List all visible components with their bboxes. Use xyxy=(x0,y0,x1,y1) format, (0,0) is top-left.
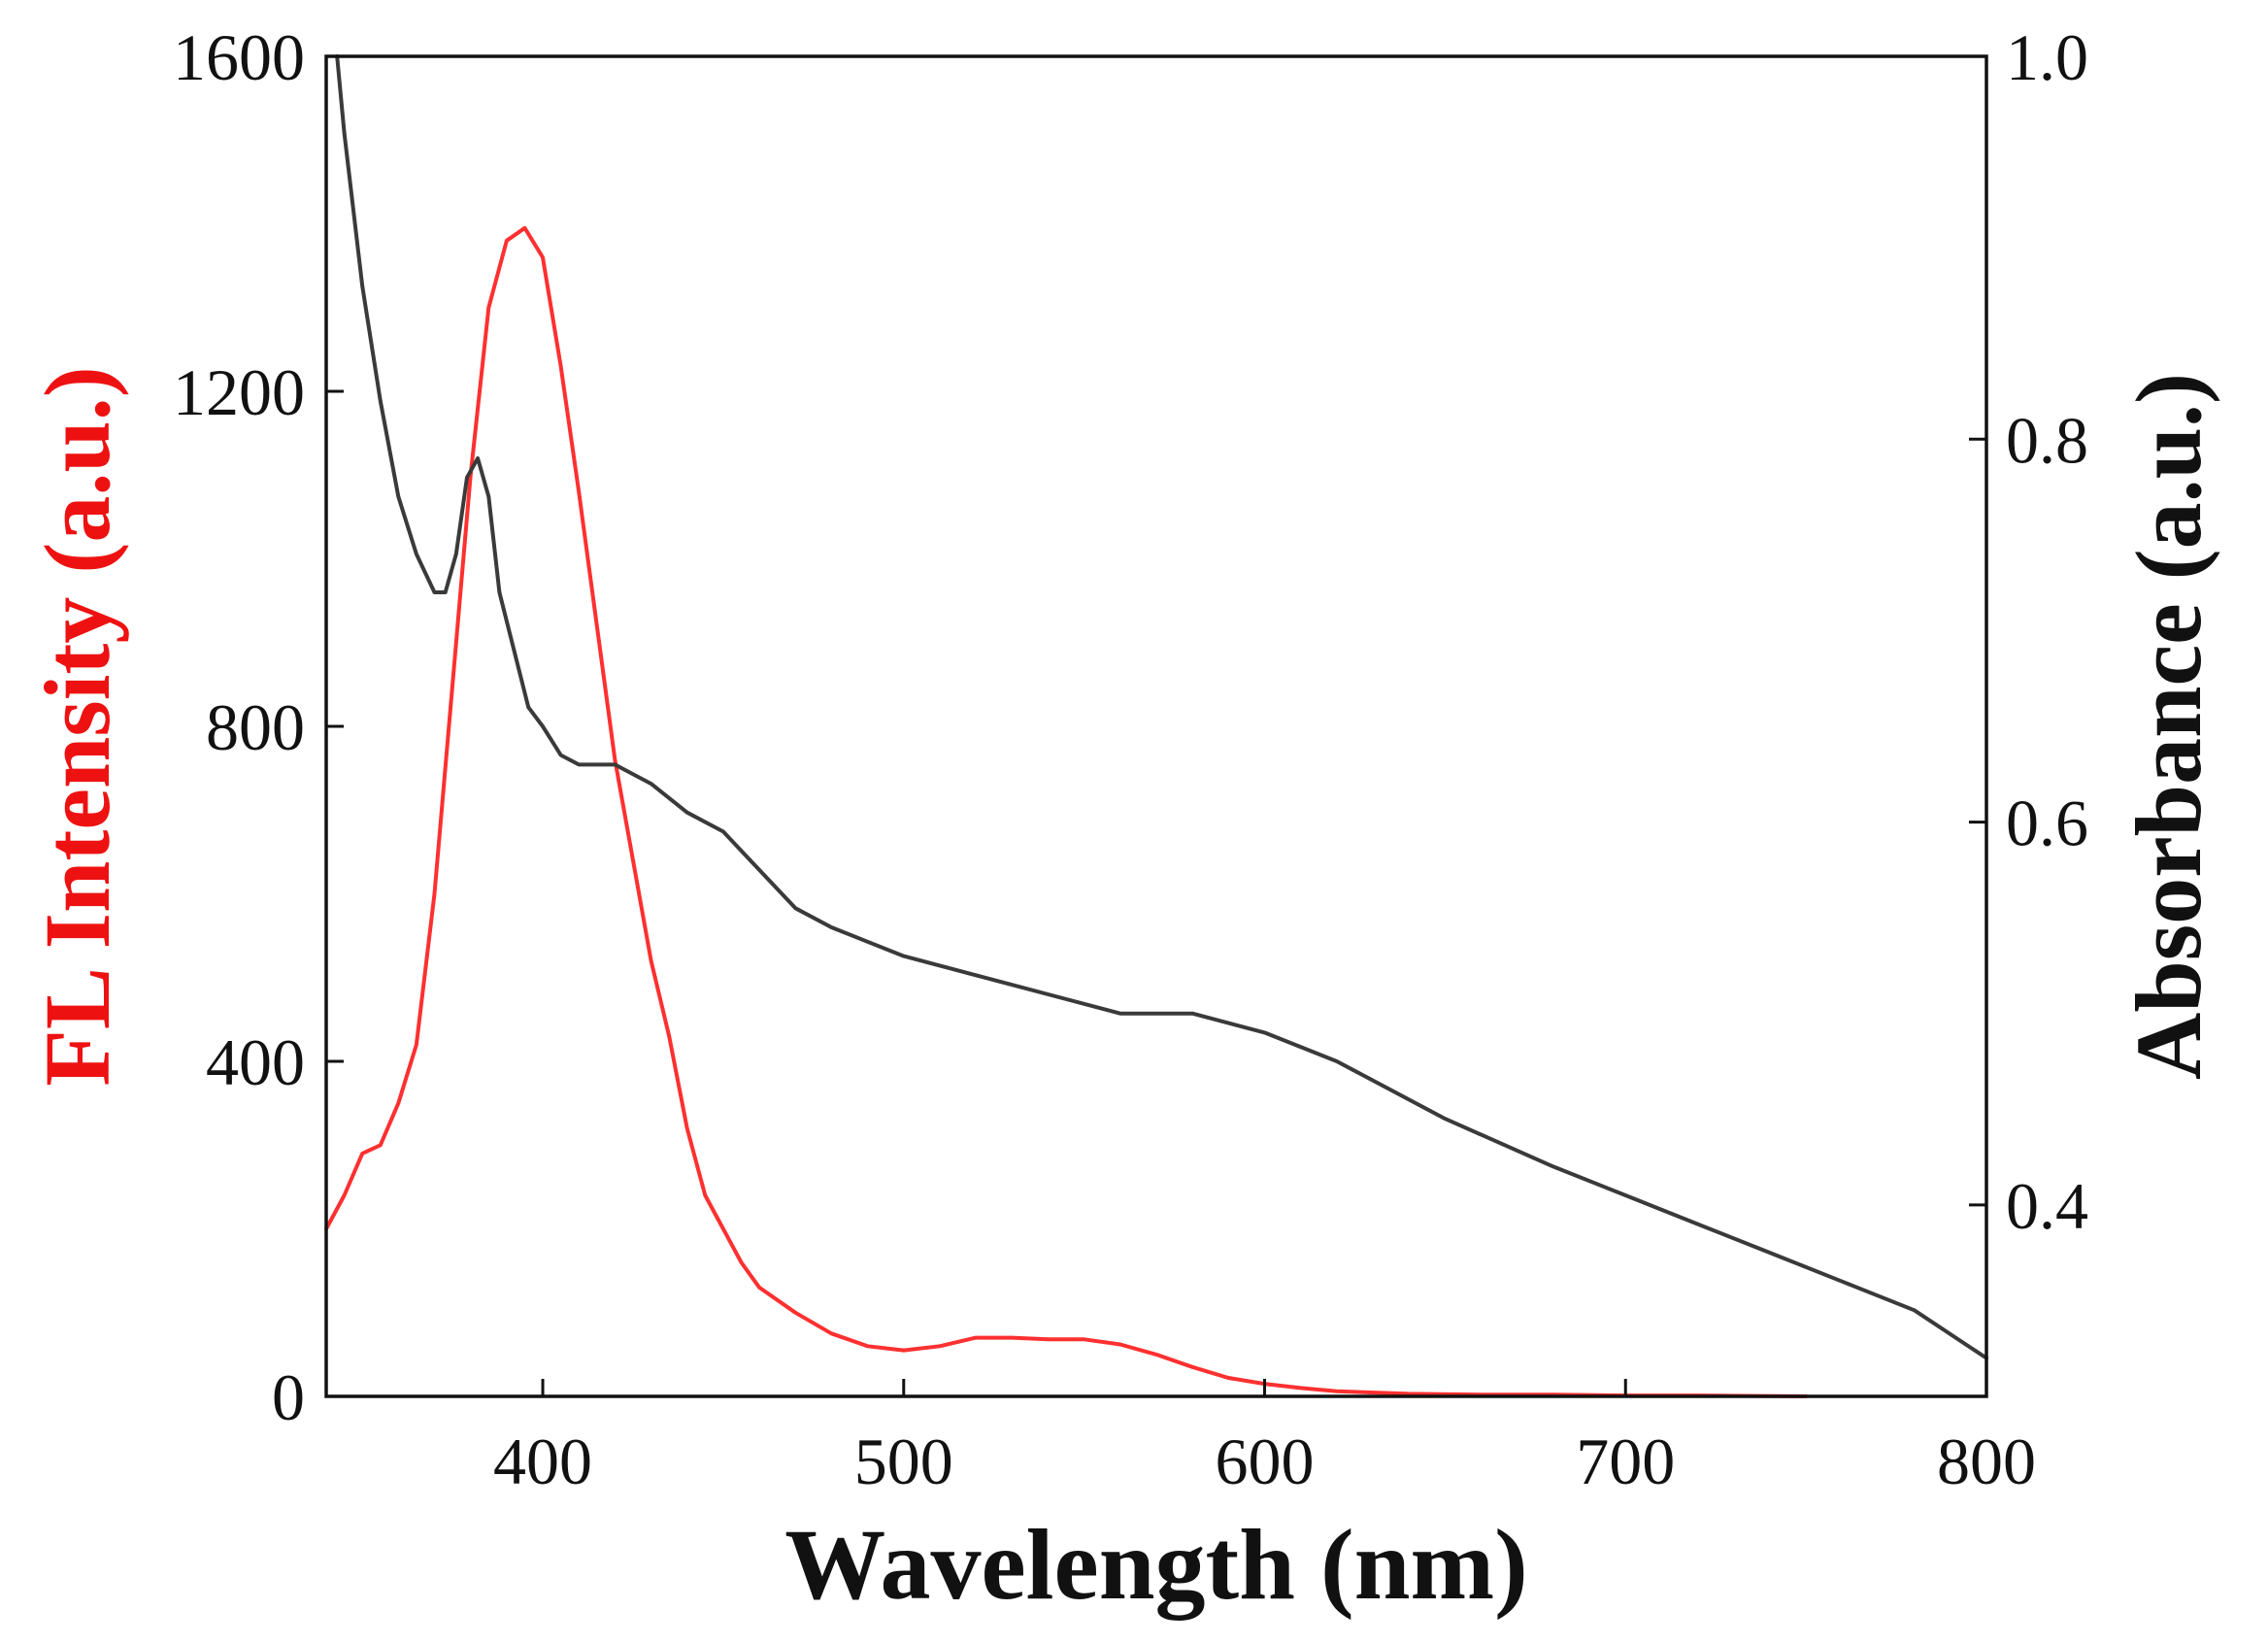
y-right-tick-label: 1.0 xyxy=(2006,20,2088,94)
x-tick-labels: 400 500 600 700 800 xyxy=(493,1425,2036,1498)
x-tick-label: 800 xyxy=(1937,1425,2036,1498)
y-left-tick-labels: 0 400 800 1200 1600 xyxy=(173,20,305,1434)
y-left-tick-label: 1600 xyxy=(173,20,305,94)
y-left-tick-label: 0 xyxy=(272,1360,305,1434)
y-left-tick-label: 400 xyxy=(206,1025,305,1099)
y-right-tick-labels: 0.4 0.6 0.8 1.0 xyxy=(2006,20,2088,1243)
x-tick-marks xyxy=(541,1379,1988,1396)
y-right-axis-title: Absorbance (a.u.) xyxy=(2117,373,2220,1080)
y-right-tick-marks xyxy=(1969,54,1986,1207)
y-right-tick-label: 0.4 xyxy=(2006,1169,2088,1243)
x-tick-label: 600 xyxy=(1216,1425,1315,1498)
series-line-fl-intensity xyxy=(324,225,1809,1398)
y-left-tick-label: 1200 xyxy=(173,355,305,429)
x-tick-label: 500 xyxy=(854,1425,953,1498)
y-left-tick-label: 800 xyxy=(206,690,305,764)
y-right-tick-label: 0.8 xyxy=(2006,403,2088,477)
x-tick-label: 400 xyxy=(493,1425,592,1498)
y-left-tick-marks xyxy=(326,54,344,1398)
x-tick-label: 700 xyxy=(1576,1425,1675,1498)
series-layer xyxy=(324,54,1988,1398)
series-line-absorbance xyxy=(335,54,1988,1360)
y-right-tick-label: 0.6 xyxy=(2006,787,2088,860)
y-left-axis-title: FL Intensity (a.u.) xyxy=(25,366,129,1086)
x-axis-title: Wavelength (nm) xyxy=(784,1509,1528,1621)
